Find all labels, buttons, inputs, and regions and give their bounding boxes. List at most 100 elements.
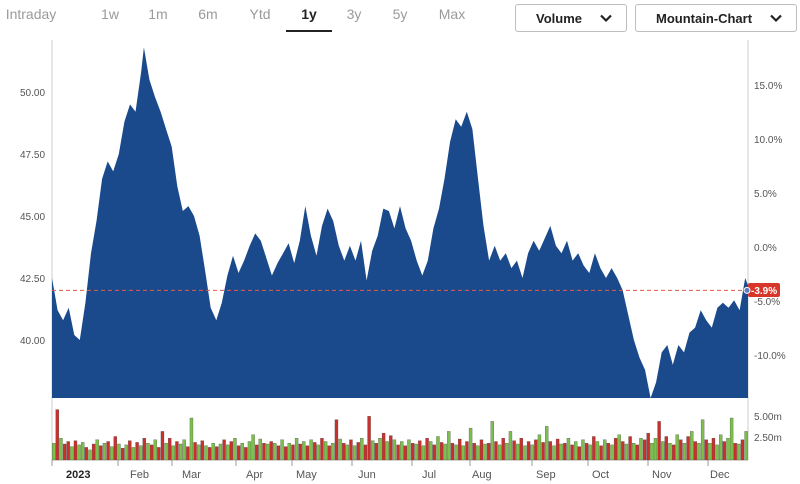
volume-bar [679, 439, 683, 461]
volume-bar [418, 440, 422, 461]
volume-bar [740, 439, 745, 461]
tab-intraday[interactable]: Intraday [5, 6, 57, 22]
price-tick: 50.00 [20, 88, 45, 99]
month-label: May [296, 469, 317, 481]
volume-dropdown[interactable]: Volume [515, 4, 627, 32]
volume-bar [733, 443, 737, 461]
volume-bar [349, 439, 353, 461]
volume-bar [102, 443, 107, 461]
chart-type-dropdown[interactable]: Mountain-Chart [635, 4, 797, 32]
chevron-down-icon [600, 5, 612, 23]
tab-max[interactable]: Max [438, 6, 466, 22]
price-tick: 40.00 [20, 336, 45, 347]
volume-bar [429, 441, 433, 461]
volume-bar [149, 444, 154, 461]
volume-bar [744, 431, 748, 461]
volume-bar [639, 438, 643, 461]
volume-bar [505, 443, 509, 461]
volume-bar [700, 419, 705, 461]
volume-bar [534, 439, 538, 461]
percent-tick: 15.0% [754, 81, 782, 92]
percent-axis: 15.0% 10.0% 5.0% 0.0% -5.0% -10.0% [754, 81, 786, 362]
volume-bar [222, 439, 226, 461]
volume-bar [233, 438, 237, 461]
volume-bar [530, 444, 534, 461]
volume-bar [352, 445, 357, 461]
volume-bar [95, 439, 99, 461]
volume-bar [182, 439, 186, 461]
volume-bar [88, 449, 92, 461]
volume-bar [81, 442, 85, 461]
month-label: Aug [472, 469, 492, 481]
volume-bar [124, 444, 128, 461]
price-tick: 45.00 [20, 212, 45, 223]
tab-ytd[interactable]: Ytd [249, 6, 271, 22]
volume-bar [436, 436, 440, 461]
month-label: Oct [592, 469, 609, 481]
volume-bar [207, 447, 212, 461]
volume-bar [523, 445, 527, 461]
volume-bar [719, 434, 723, 461]
volume-bar [664, 436, 669, 461]
volume-bar [443, 443, 447, 461]
volume-bar [439, 442, 444, 461]
current-change-badge: -3.9% [743, 283, 780, 297]
volume-bar [545, 426, 549, 461]
month-label: Jul [422, 469, 436, 481]
volume-bar [371, 440, 375, 461]
volume-bar [555, 438, 560, 461]
volume-bar [628, 436, 632, 461]
volume-bar [671, 444, 676, 461]
volume-bar [385, 441, 389, 461]
volume-bar [650, 443, 654, 461]
volume-bar [117, 443, 121, 461]
volume-bar [577, 446, 582, 461]
volume-bar [708, 443, 712, 461]
volume-bar [497, 444, 502, 461]
volume-bar [84, 447, 89, 461]
month-label: Apr [246, 469, 263, 481]
volume-bar [316, 444, 320, 461]
tab-6m[interactable]: 6m [198, 6, 218, 22]
volume-bar [142, 438, 146, 461]
tab-3y[interactable]: 3y [346, 6, 362, 22]
volume-bar [479, 439, 484, 461]
volume-bar [284, 446, 288, 461]
volume-bar [693, 441, 698, 461]
volume-bar [421, 445, 426, 461]
volume-bar [722, 441, 727, 461]
volume-bar [574, 441, 578, 461]
volume-bar [204, 445, 208, 461]
volume-bar [367, 416, 371, 461]
tab-1w[interactable]: 1w [101, 6, 119, 22]
volume-bar [258, 438, 262, 461]
volume-bar [726, 438, 730, 461]
tab-1m[interactable]: 1m [148, 6, 168, 22]
percent-tick: -5.0% [754, 297, 780, 308]
volume-bar [146, 443, 150, 461]
volume-bar [661, 441, 665, 461]
tab-5y[interactable]: 5y [392, 6, 408, 22]
volume-bar [465, 441, 469, 461]
volume-bar [186, 446, 190, 461]
volume-bar [360, 438, 364, 461]
volume-bar [52, 443, 56, 461]
volume-bar [512, 440, 516, 461]
volume-bar [157, 447, 161, 461]
volume-bar [653, 438, 658, 461]
volume-bar [729, 417, 734, 461]
volume-bar [476, 445, 480, 461]
volume-bar [697, 443, 701, 461]
volume-bar [468, 427, 473, 461]
volume-bar [447, 431, 451, 461]
volume-bar [215, 446, 219, 461]
tab-1y[interactable]: 1y [286, 0, 332, 32]
volume-bar [483, 443, 487, 461]
volume-bar [323, 441, 328, 461]
volume-bar [472, 443, 476, 461]
volume-bar [62, 443, 67, 461]
volume-tick: 2.50m [754, 433, 782, 444]
volume-bar [287, 443, 291, 461]
volume-bar [298, 443, 302, 461]
price-tick: 47.50 [20, 150, 45, 161]
